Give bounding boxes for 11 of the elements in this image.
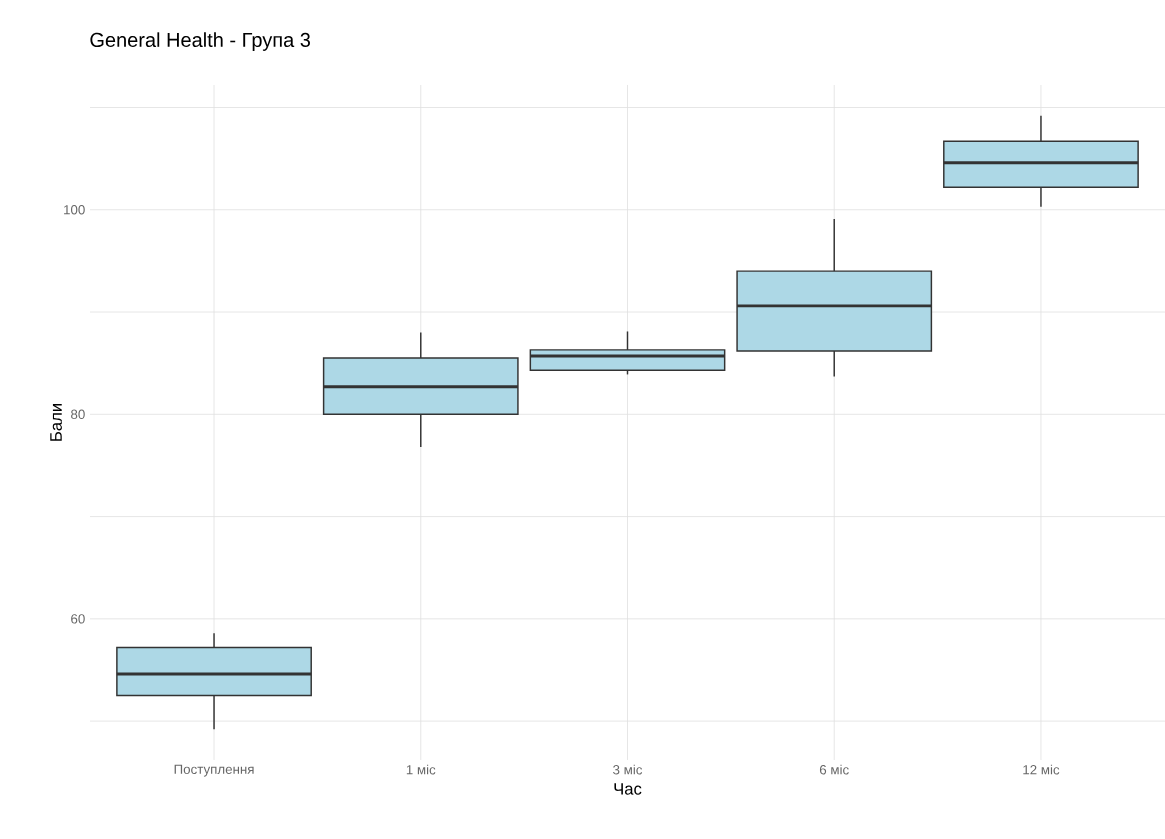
y-axis-title: Бали	[50, 404, 62, 441]
chart-title: General Health - Група 3	[90, 32, 311, 51]
x-axis-title: Час	[614, 783, 642, 795]
x-tick-label: 6 міс	[819, 764, 849, 775]
y-tick-label: 60	[71, 614, 85, 624]
x-tick-label: 3 міс	[613, 764, 643, 775]
x-tick-label: 12 міс	[1023, 764, 1060, 775]
y-tick-label: 100	[64, 205, 85, 215]
x-tick-label: 1 міс	[406, 764, 436, 775]
x-tick-label: Поступлення	[174, 764, 254, 777]
y-tick-label: 80	[71, 409, 85, 420]
